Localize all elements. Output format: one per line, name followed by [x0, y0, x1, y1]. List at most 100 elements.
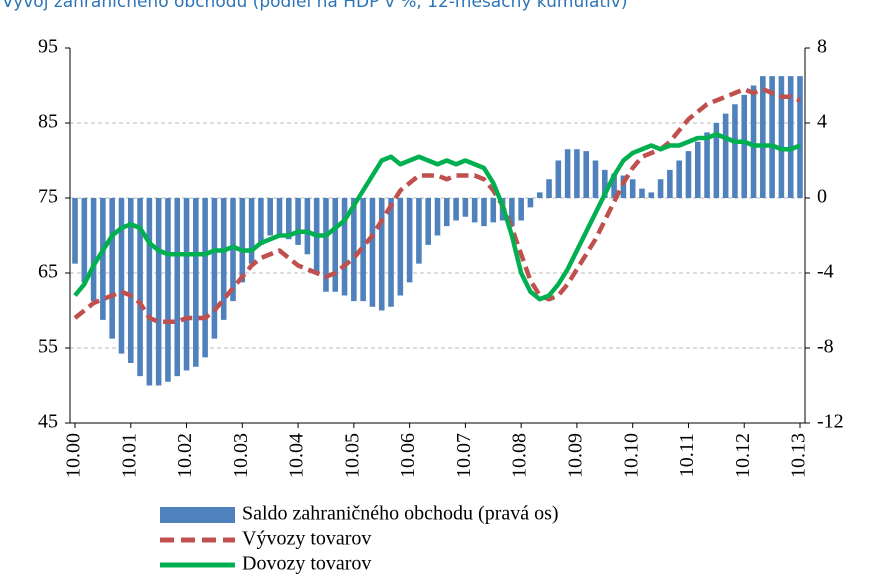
bar	[230, 198, 236, 302]
bar	[778, 76, 785, 198]
bar	[127, 198, 134, 363]
x-tick-label: 10.01	[118, 433, 140, 478]
bar	[100, 198, 106, 320]
x-tick-label: 10.02	[174, 433, 196, 478]
bar	[239, 198, 246, 283]
bar	[667, 169, 673, 198]
bar	[648, 192, 655, 198]
x-tick-label: 10.09	[565, 433, 587, 478]
y-tick-label: 45	[38, 411, 58, 433]
bar	[193, 198, 199, 367]
bar	[81, 198, 88, 283]
bar	[276, 198, 283, 236]
bar	[527, 198, 534, 208]
bar	[369, 198, 376, 307]
bar	[694, 141, 701, 198]
bar	[741, 94, 748, 198]
x-tick-label: 10.12	[732, 433, 754, 478]
x-tick-label: 10.04	[286, 433, 308, 478]
bar	[72, 198, 78, 264]
y-tick-label: 85	[38, 111, 58, 133]
bar	[118, 198, 125, 354]
y2-tick-label: 0	[817, 186, 827, 208]
x-tick-label: 10.07	[453, 433, 475, 478]
bar	[146, 198, 153, 386]
y-tick-label: 75	[38, 186, 58, 208]
bar	[332, 198, 339, 292]
y-tick-label: 95	[38, 36, 58, 58]
bar	[769, 76, 775, 198]
bar	[602, 169, 608, 198]
x-tick-label: 10.06	[397, 433, 419, 478]
bar	[90, 198, 97, 302]
bar	[425, 198, 431, 245]
bar	[267, 198, 273, 236]
bar	[258, 198, 264, 245]
bar	[462, 198, 469, 217]
bar	[351, 198, 357, 302]
x-tick-label: 10.13	[788, 433, 810, 478]
legend-label: Vývozy tovarov	[242, 528, 371, 550]
bar	[174, 198, 181, 377]
bar	[183, 198, 190, 371]
bar	[109, 198, 115, 339]
bar	[797, 76, 803, 198]
line-series	[73, 132, 801, 302]
bar	[397, 198, 404, 296]
bar	[704, 132, 710, 198]
bar	[211, 198, 218, 339]
x-tick-label: 10.05	[341, 433, 363, 478]
bar	[416, 198, 422, 264]
bar	[471, 198, 478, 223]
bar	[406, 198, 413, 283]
bar	[453, 198, 459, 221]
bar	[434, 198, 441, 236]
bar	[722, 113, 729, 198]
bar	[137, 198, 143, 377]
legend-label: Saldo zahraničného obchodu (pravá os)	[242, 503, 559, 525]
y-tick-label: 65	[38, 261, 58, 283]
bar	[202, 198, 208, 358]
chart-title: Vývoj zahraničného obchodu (podiel na HD…	[2, 0, 627, 12]
bar	[629, 179, 636, 198]
bar	[285, 198, 292, 240]
y2-tick-label: 4	[817, 111, 827, 133]
bar	[490, 198, 497, 223]
bar	[295, 198, 301, 245]
bar	[444, 198, 450, 227]
bar	[546, 179, 552, 198]
bar	[509, 198, 515, 227]
bar	[378, 198, 385, 311]
bar	[713, 123, 720, 198]
bar	[518, 198, 524, 221]
legend-swatch	[160, 507, 235, 523]
x-tick-label: 10.00	[63, 433, 85, 478]
y2-tick-label: -12	[817, 411, 844, 433]
bar	[676, 160, 682, 198]
bar	[555, 160, 562, 198]
bar	[388, 198, 394, 307]
bar	[592, 160, 599, 198]
bar	[583, 151, 590, 198]
bar	[611, 173, 617, 198]
bar	[341, 198, 348, 296]
bar	[536, 192, 543, 198]
bar	[574, 149, 580, 198]
x-tick-label: 10.11	[676, 433, 698, 477]
y2-tick-label: 8	[817, 36, 827, 58]
bar	[657, 179, 664, 198]
bar	[155, 198, 162, 386]
bar	[165, 198, 171, 382]
bar	[787, 76, 794, 198]
bar	[323, 198, 329, 292]
bar	[304, 198, 311, 255]
bar	[220, 198, 227, 320]
bar	[564, 149, 571, 198]
bar	[760, 76, 766, 198]
bar	[750, 85, 757, 198]
bar	[639, 188, 645, 198]
legend-label: Dovozy tovarov	[242, 553, 371, 575]
x-tick-label: 10.08	[509, 433, 531, 478]
